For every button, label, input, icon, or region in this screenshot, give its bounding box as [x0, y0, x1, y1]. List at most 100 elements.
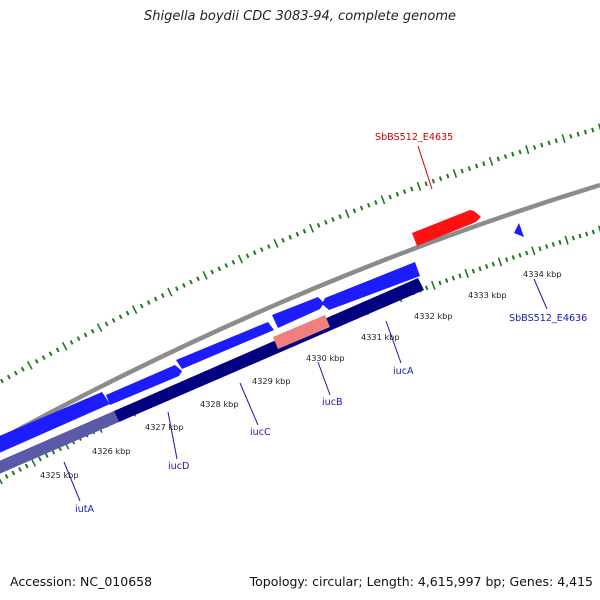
inner-ring-tick	[597, 225, 600, 233]
outer-ring-tick	[288, 234, 293, 240]
scale-labels: 4325 kbp 4326 kbp 4327 kbp 4328 kbp 4329…	[40, 269, 562, 480]
inner-ring-tick	[431, 280, 436, 290]
callout-line-iutA	[63, 461, 81, 502]
outer-ring-tick	[160, 293, 165, 299]
outer-ring-tick	[20, 366, 25, 372]
inner-ring-tick	[571, 235, 575, 241]
outer-ring-tick	[273, 238, 279, 248]
outer-ring-tick	[125, 310, 130, 316]
outer-ring-tick	[331, 217, 335, 222]
callout-line-SbBS512_E4636	[533, 278, 548, 310]
outer-ring-tick	[525, 145, 530, 155]
inner-ring-tick	[538, 246, 542, 252]
outer-ring-tick	[34, 359, 39, 364]
outer-ring-tick	[460, 168, 464, 174]
outer-ring-tick	[182, 282, 186, 288]
gene-label-SbBS512_E4636[interactable]: SbBS512_E4636	[509, 313, 587, 324]
genome-backbone	[0, 182, 600, 443]
gene-label-iucC[interactable]: iucC	[250, 427, 271, 438]
inner-ring-tick	[551, 242, 555, 247]
outer-ring-tick	[410, 186, 414, 192]
reverse-gene-track	[0, 278, 424, 478]
outer-ring-tick	[452, 169, 458, 179]
outer-ring-tick	[488, 156, 494, 166]
outer-ring-tick	[532, 145, 537, 150]
inner-ring-tick	[511, 255, 515, 260]
outer-ring-tick	[359, 205, 364, 211]
inner-ring-tick	[471, 268, 476, 274]
outer-ring-tick	[503, 154, 508, 159]
outer-ring-tick	[352, 208, 357, 214]
outer-ring-tick	[366, 202, 371, 208]
outer-ring-tick	[438, 176, 443, 182]
outer-ring-tick	[69, 340, 74, 345]
outer-ring-tick	[252, 250, 257, 256]
scale-label-4329: 4329 kbp	[252, 376, 291, 386]
outer-ring-tick	[146, 300, 151, 305]
gene-label-iucB[interactable]: iucB	[322, 397, 343, 408]
outer-ring-tick	[175, 286, 179, 292]
outer-ring-tick	[6, 374, 11, 380]
outer-ring-tick	[245, 253, 250, 259]
outer-ring-tick	[111, 317, 116, 323]
gene-block-iutA[interactable]	[0, 392, 110, 457]
gene-label-iucA[interactable]: iucA	[393, 366, 414, 377]
outer-ring-tick	[131, 305, 138, 314]
gene-block-iutA-reverse[interactable]	[0, 411, 119, 478]
outer-ring-tick	[446, 173, 450, 179]
gene-block-iucB[interactable]	[272, 297, 324, 328]
outer-ring-tick	[104, 321, 109, 327]
outer-ring-tick	[76, 336, 81, 342]
outer-ring-tick	[540, 142, 544, 148]
outer-ring-tick	[41, 355, 46, 360]
inner-ring-tick	[591, 229, 595, 235]
outer-ring-tick	[281, 237, 285, 243]
gene-label-SbBS512_E4635[interactable]: SbBS512_E4635	[375, 132, 453, 143]
inner-ring-tick	[38, 456, 42, 462]
outer-ring-tick	[424, 181, 428, 187]
gene-block-iucA[interactable]	[322, 262, 420, 310]
outer-ring-tick	[344, 209, 350, 219]
inner-ring-tick	[51, 449, 56, 455]
gene-block-iucB-highlight[interactable]	[273, 315, 330, 349]
outer-ring-tick	[576, 131, 580, 137]
inner-ring-tick	[4, 474, 9, 479]
outer-ring-tick	[402, 189, 407, 195]
outer-ring-tick	[139, 303, 144, 309]
inner-ring-tick	[464, 268, 469, 278]
outer-ring-tick	[547, 140, 551, 146]
inner-ring-tick	[505, 257, 509, 263]
inner-ring-tick	[438, 280, 442, 286]
outer-ring-tick	[316, 222, 321, 228]
gene-block-iucC[interactable]	[176, 322, 274, 369]
inner-ring-tick	[0, 478, 3, 485]
inner-ring-tick	[485, 264, 489, 269]
gene-label-iutA[interactable]: iutA	[75, 504, 95, 515]
outer-ring-tick	[583, 129, 587, 135]
inner-ring-tick	[578, 233, 582, 239]
scale-label-4326: 4326 kbp	[92, 446, 131, 456]
outer-ring-tick	[259, 247, 264, 252]
inner-ring-tick	[18, 467, 22, 472]
gene-block-SbBS512_E4636[interactable]	[514, 223, 524, 237]
outer-ring-tick	[55, 347, 60, 353]
outer-ring-tick	[388, 194, 392, 200]
outer-ring-tick	[267, 244, 271, 249]
callout-line-iucD	[167, 411, 178, 460]
scale-label-4325: 4325 kbp	[40, 470, 79, 480]
accession-label: Accession: NC_010658	[10, 574, 153, 589]
gene-block-iucD[interactable]	[106, 365, 182, 405]
outer-ring-tick	[374, 200, 378, 205]
outer-ring-tick	[561, 133, 566, 144]
gene-block-iuc-reverse[interactable]	[114, 278, 424, 422]
inner-ring-tick	[11, 470, 16, 476]
inner-ring-tick	[478, 266, 482, 272]
gene-block-SbBS512_E4635[interactable]	[412, 210, 481, 246]
map-title: Shigella boydii CDC 3083-94, complete ge…	[143, 9, 457, 24]
outer-ring-tick	[196, 276, 200, 282]
gene-label-iucD[interactable]: iucD	[168, 461, 189, 472]
scale-label-4333: 4333 kbp	[468, 290, 507, 300]
scale-label-4331: 4331 kbp	[361, 332, 400, 342]
outer-ring-tick	[496, 156, 500, 162]
